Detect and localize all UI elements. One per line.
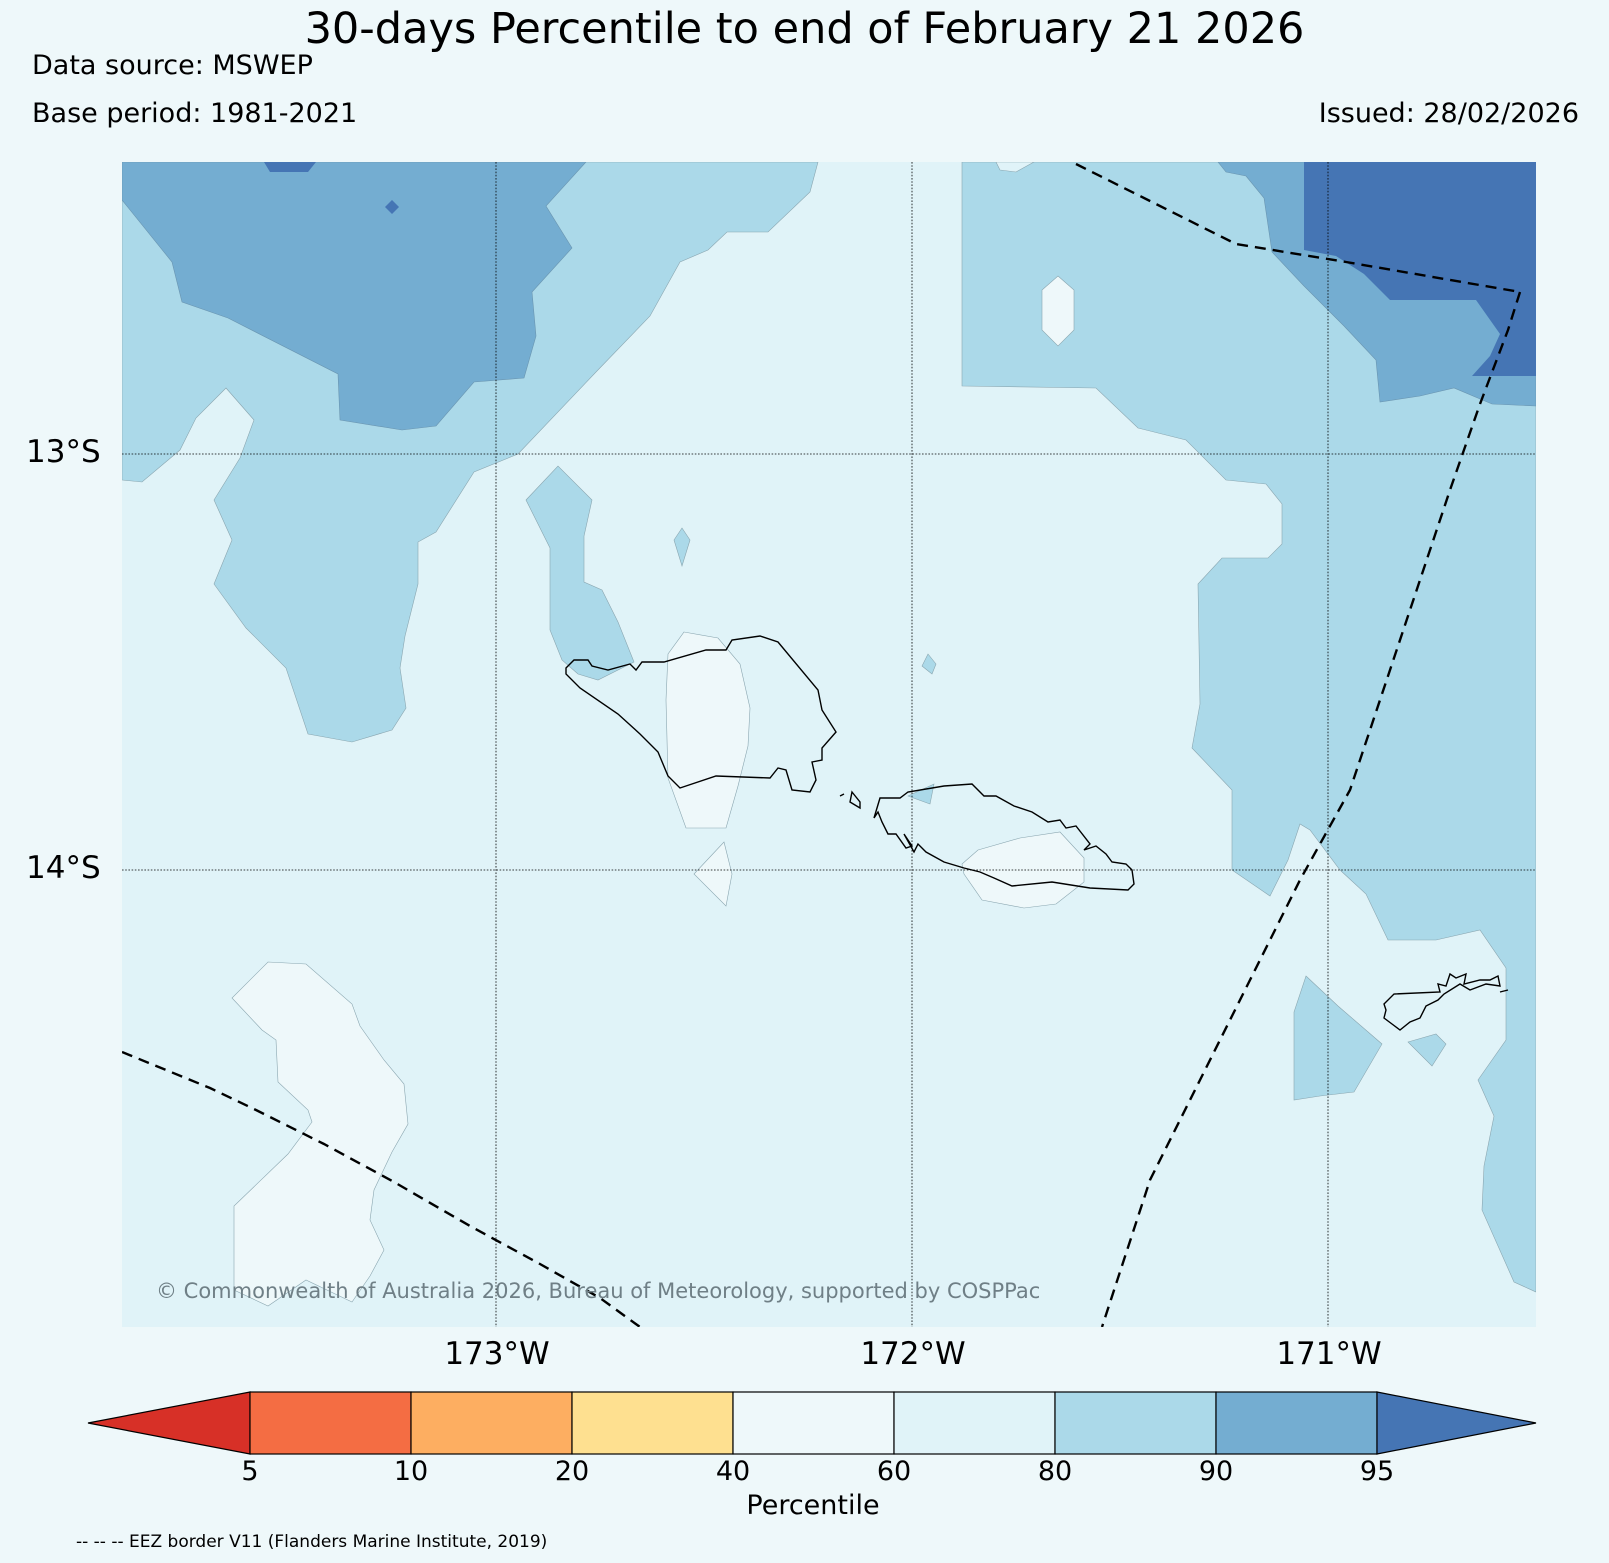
data-source: Data source: MSWEP bbox=[32, 50, 313, 81]
region-80-90-islet-2 bbox=[921, 653, 937, 675]
region-40-60-hole-east bbox=[1041, 275, 1075, 347]
lat-label-13s: 13°S bbox=[26, 434, 101, 470]
colorbar-bin-10-20 bbox=[410, 1391, 573, 1455]
colorbar-tick-90: 90 bbox=[1198, 1456, 1234, 1487]
region-above-95-northwest bbox=[264, 162, 316, 172]
coastline-savaii bbox=[565, 635, 837, 793]
map-title: 30-days Percentile to end of February 21… bbox=[304, 4, 1305, 54]
issued-date: Issued: 28/02/2026 bbox=[1318, 98, 1579, 129]
eez-legend-note: -- -- -- EEZ border V11 (Flanders Marine… bbox=[76, 1532, 548, 1552]
colorbar-tick-10: 10 bbox=[393, 1456, 429, 1487]
eez-border-east bbox=[1100, 291, 1522, 1327]
region-90-95-northwest bbox=[122, 162, 587, 431]
lon-label-172w: 172°W bbox=[860, 1336, 966, 1372]
colorbar-tick-60: 60 bbox=[876, 1456, 912, 1487]
coastlines bbox=[565, 635, 1509, 1031]
colorbar-extend-above-95 bbox=[1376, 1391, 1537, 1455]
region-40-60-savaii bbox=[665, 631, 751, 829]
region-above-95-northeast bbox=[1304, 162, 1536, 376]
region-40-60-southwest bbox=[231, 961, 409, 1307]
eez-border-southwest bbox=[122, 1050, 641, 1327]
region-80-90-islet-1 bbox=[673, 527, 691, 568]
colorbar-bin-80-90 bbox=[1054, 1391, 1217, 1455]
eez-border bbox=[122, 162, 1522, 1327]
region-40-60-upolu bbox=[961, 831, 1085, 909]
colorbar-tick-80: 80 bbox=[1037, 1456, 1073, 1487]
region-80-90-tutuila-west bbox=[1293, 975, 1383, 1101]
coastline-tutuila bbox=[1383, 972, 1501, 1031]
colorbar-tick-5: 5 bbox=[241, 1456, 259, 1487]
region-40-60-islet bbox=[693, 841, 733, 907]
coastline-upolu bbox=[873, 783, 1135, 891]
region-80-90-east bbox=[961, 162, 1536, 1293]
colorbar-bin-5-10 bbox=[249, 1391, 412, 1455]
lon-label-171w: 171°W bbox=[1276, 1336, 1382, 1372]
coastline-aunuu bbox=[1499, 989, 1509, 993]
region-80-90-tutuila-east bbox=[1407, 1033, 1447, 1067]
base-period: Base period: 1981-2021 bbox=[32, 98, 358, 129]
colorbar-tick-95: 95 bbox=[1359, 1456, 1395, 1487]
colorbar-label: Percentile bbox=[746, 1490, 880, 1521]
coastline-apolima bbox=[839, 793, 845, 797]
lon-label-173w: 173°W bbox=[444, 1336, 550, 1372]
colorbar-bin-60-80 bbox=[893, 1391, 1056, 1455]
colorbar-tick-20: 20 bbox=[554, 1456, 590, 1487]
colorbar-bin-20-40 bbox=[571, 1391, 734, 1455]
coastline-manono bbox=[849, 790, 861, 810]
eez-border-north bbox=[1075, 162, 1521, 294]
graticule bbox=[122, 162, 1536, 1327]
colorbar-bin-40-60 bbox=[732, 1391, 895, 1455]
region-above-95-spot bbox=[385, 200, 399, 214]
colorbar-bin-90-95 bbox=[1215, 1391, 1378, 1455]
colorbar-extend-below-5 bbox=[87, 1391, 251, 1455]
copyright-notice: © Commonwealth of Australia 2026, Bureau… bbox=[156, 1279, 1040, 1303]
region-60-80-hole-north bbox=[995, 162, 1035, 173]
region-80-90-savaii-west bbox=[525, 465, 635, 681]
lat-label-14s: 14°S bbox=[26, 850, 101, 886]
colorbar-tick-40: 40 bbox=[715, 1456, 751, 1487]
